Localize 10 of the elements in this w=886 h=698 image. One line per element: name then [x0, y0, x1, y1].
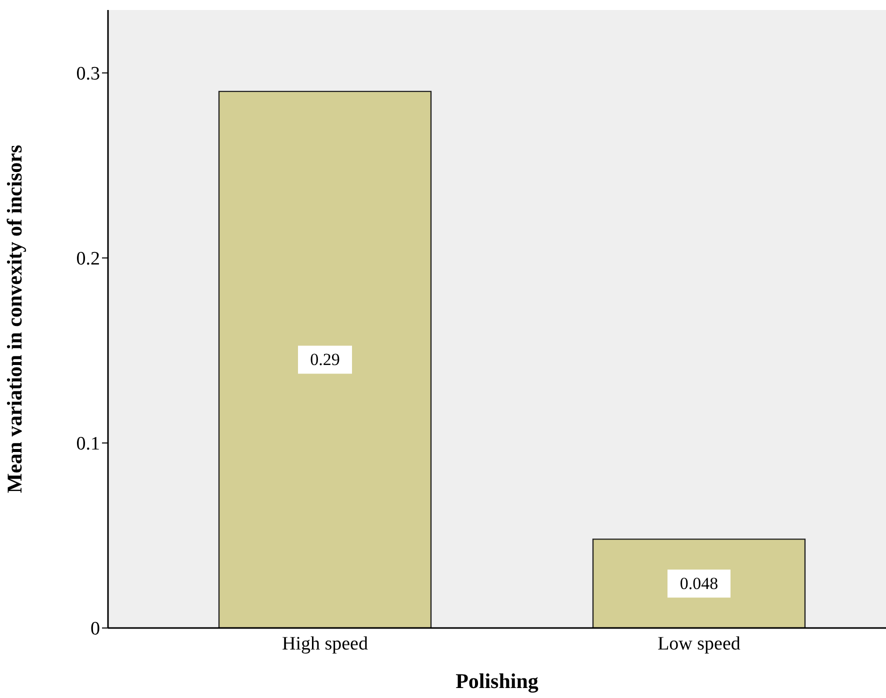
y-tick-label: 0: [90, 618, 100, 640]
y-tick-label: 0.3: [76, 64, 100, 85]
x-tick-label: High speed: [282, 633, 368, 654]
y-tick-label: 0.1: [76, 434, 100, 455]
x-axis-title: Polishing: [456, 669, 539, 693]
data-label: 0.29: [310, 350, 340, 370]
y-tick-label: 0.2: [76, 248, 100, 270]
x-tick-label: Low speed: [658, 633, 741, 654]
y-axis-title: Mean variation in convexity of incisors: [2, 144, 26, 494]
data-label: 0.048: [680, 574, 718, 594]
